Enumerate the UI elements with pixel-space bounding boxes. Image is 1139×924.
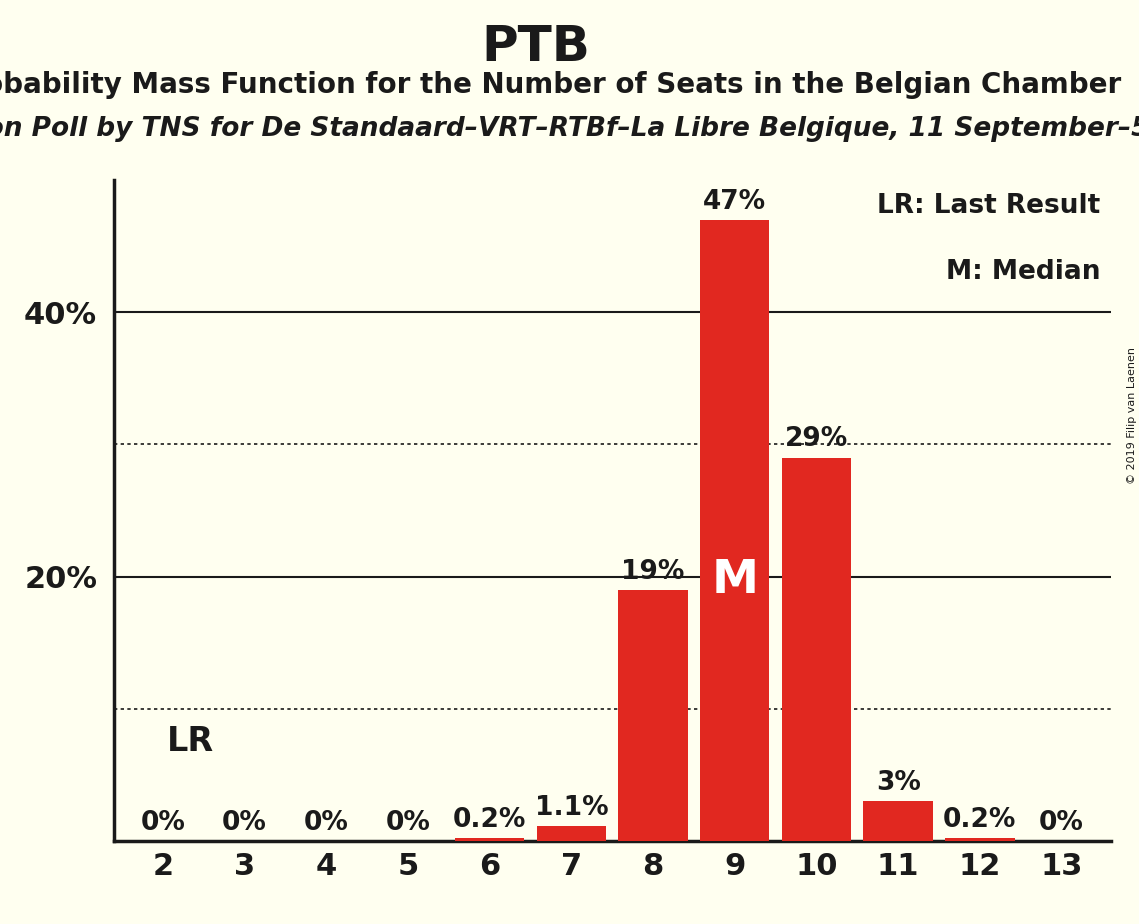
Text: PTB: PTB — [481, 23, 590, 71]
Text: 0%: 0% — [1039, 809, 1084, 835]
Text: 29%: 29% — [785, 426, 849, 453]
Bar — [700, 220, 770, 841]
Text: M: Median: M: Median — [947, 260, 1100, 286]
Text: © 2019 Filip van Laenen: © 2019 Filip van Laenen — [1126, 347, 1137, 484]
Bar — [536, 826, 606, 841]
Text: 0%: 0% — [304, 809, 349, 835]
Text: 0%: 0% — [222, 809, 267, 835]
Bar — [618, 590, 688, 841]
Text: 0%: 0% — [385, 809, 431, 835]
Bar — [454, 838, 524, 841]
Text: 0.2%: 0.2% — [453, 807, 526, 833]
Text: 47%: 47% — [703, 188, 767, 214]
Bar — [781, 457, 851, 841]
Bar — [945, 838, 1015, 841]
Text: M: M — [711, 557, 759, 602]
Text: 0.2%: 0.2% — [943, 807, 1016, 833]
Text: LR: LR — [167, 725, 214, 759]
Bar — [863, 801, 933, 841]
Text: 1.1%: 1.1% — [534, 795, 608, 821]
Text: 3%: 3% — [876, 770, 920, 796]
Text: LR: Last Result: LR: Last Result — [877, 193, 1100, 219]
Text: 19%: 19% — [622, 558, 685, 585]
Text: an Opinion Poll by TNS for De Standaard–VRT–RTBf–La Libre Belgique, 11 September: an Opinion Poll by TNS for De Standaard–… — [0, 116, 1139, 141]
Text: 0%: 0% — [140, 809, 186, 835]
Text: Probability Mass Function for the Number of Seats in the Belgian Chamber: Probability Mass Function for the Number… — [0, 71, 1121, 99]
